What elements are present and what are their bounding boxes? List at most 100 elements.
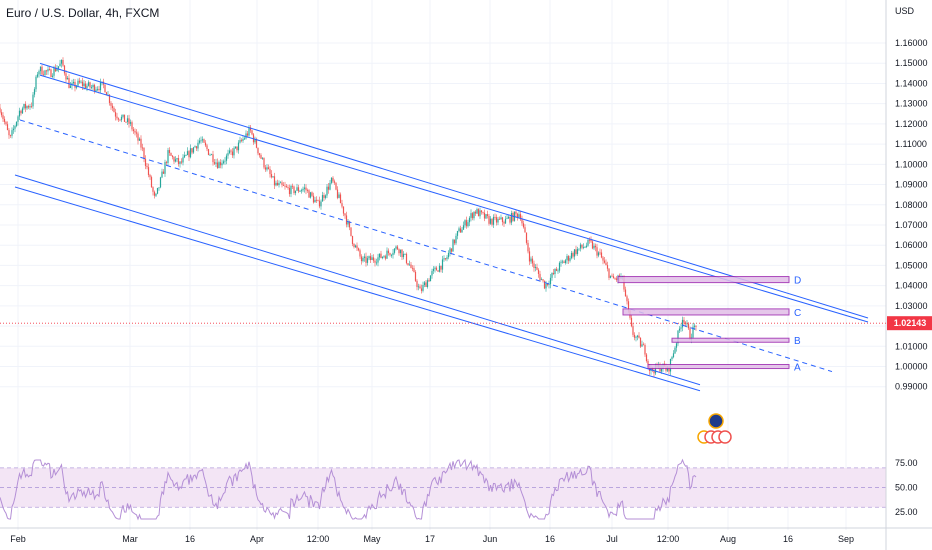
candle-body (317, 199, 319, 201)
candle-body (689, 328, 691, 340)
candle-body (482, 212, 484, 213)
candle-body (651, 367, 654, 371)
candle-body (570, 252, 573, 259)
rsi-tick-label: 75.00 (895, 458, 918, 468)
candle-body (351, 235, 354, 244)
candle-body (176, 158, 178, 160)
candle-body (494, 216, 496, 218)
candle-body (615, 278, 618, 280)
candle-body (495, 217, 498, 223)
candle-body (104, 84, 106, 93)
zone-label-B: B (794, 336, 801, 347)
candle-body (246, 133, 249, 136)
candle-body (26, 106, 28, 109)
y-tick-label: 1.13000 (895, 99, 928, 109)
candle-body (342, 206, 345, 214)
candle-body (3, 118, 6, 122)
candle-body (170, 152, 172, 156)
candle-body (567, 256, 570, 261)
candle-body (321, 195, 324, 202)
candle-body (222, 161, 225, 164)
candle-body (309, 192, 312, 198)
candle-body (516, 213, 519, 218)
candle-body (15, 121, 18, 127)
candle-body (132, 129, 135, 132)
candle-body (378, 253, 381, 258)
candle-body (345, 215, 348, 225)
candle-body (17, 116, 19, 122)
economic-event-markers[interactable] (697, 413, 732, 444)
candle-body (87, 82, 90, 86)
candle-body (117, 118, 120, 120)
y-tick-label: 1.15000 (895, 58, 928, 68)
candle-body (380, 253, 382, 259)
candle-body (362, 257, 364, 262)
candle-body (491, 218, 493, 225)
candle-body (582, 247, 585, 248)
candle-body (587, 239, 589, 246)
candle-body (54, 67, 57, 72)
candle-body (60, 60, 63, 64)
candle-body (192, 147, 195, 153)
chart-title: Euro / U.S. Dollar, 4h, FXCM (6, 6, 160, 20)
candle-body (344, 213, 346, 216)
candle-body (368, 256, 370, 259)
candle-body (452, 239, 454, 252)
candle-body (492, 216, 495, 225)
candle-body (116, 116, 118, 119)
candle-body (293, 186, 295, 194)
candle-body (263, 158, 265, 168)
candle-body (339, 194, 342, 204)
y-tick-label: 1.11000 (895, 139, 927, 149)
candle-body (458, 228, 460, 231)
candle-body (500, 217, 502, 220)
y-tick-label: 1.03000 (895, 301, 928, 311)
zone-A (647, 363, 790, 370)
y-tick-label: 1.14000 (895, 78, 928, 88)
y-tick-label: 1.05000 (895, 260, 928, 270)
candle-body (326, 186, 328, 196)
candle-body (32, 94, 34, 107)
candle-body (449, 248, 451, 253)
zones[interactable]: D C B A (617, 276, 801, 374)
candle-body (647, 360, 649, 365)
rsi-tick-label: 50.00 (895, 483, 918, 493)
candle-body (330, 177, 333, 183)
candle-body (99, 82, 102, 91)
x-tick-label: Sep (838, 534, 854, 544)
candle-body (20, 110, 22, 114)
candle-body (218, 162, 220, 169)
zone-label-C: C (794, 308, 801, 319)
candle-body (431, 271, 433, 276)
candle-body (254, 139, 256, 143)
candle-body (89, 82, 91, 88)
candle-body (96, 88, 99, 90)
candle-body (11, 130, 13, 136)
candle-body (231, 151, 234, 156)
candle-body (581, 244, 583, 248)
candle-body (0, 112, 3, 116)
candle-body (479, 210, 481, 217)
candle-body (675, 343, 678, 348)
candle-body (21, 108, 24, 114)
x-tick-label: 16 (185, 534, 195, 544)
channel-line-upper-outer (39, 62, 869, 319)
candle-body (536, 267, 538, 270)
candle-body (641, 344, 643, 347)
candle-body (635, 336, 637, 338)
y-tick-label: 1.12000 (895, 119, 928, 129)
candle-body (680, 327, 682, 329)
candle-body (681, 319, 684, 328)
y-tick-label: 1.00000 (895, 362, 928, 372)
candle-body (356, 245, 358, 249)
candle-body (348, 221, 351, 228)
candle-body (450, 248, 453, 252)
candle-body (575, 249, 577, 254)
candle-body (549, 277, 552, 285)
candle-body (677, 330, 679, 344)
candle-body (77, 80, 79, 86)
candle-body (230, 150, 232, 152)
candle-body (408, 264, 411, 266)
candle-body (626, 296, 628, 302)
